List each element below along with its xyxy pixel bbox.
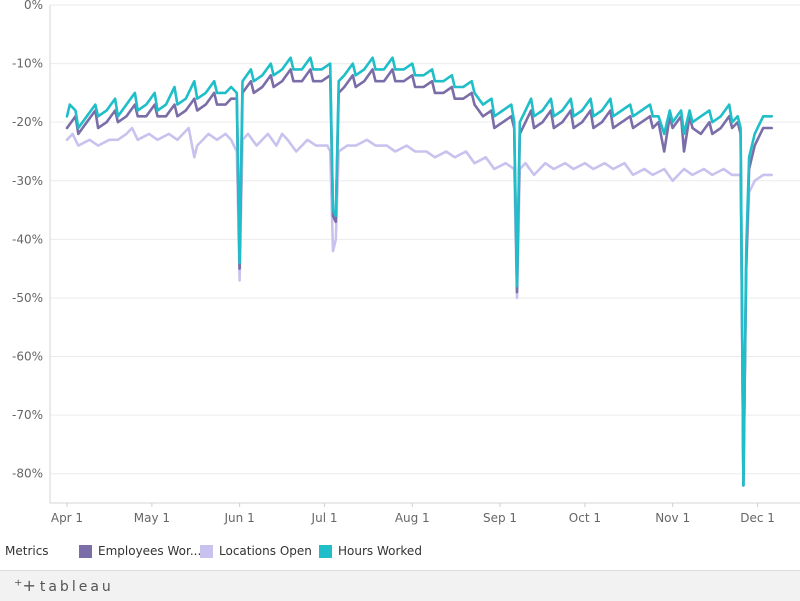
x-tick-label: Oct 1 <box>569 511 601 525</box>
y-tick-label: -10% <box>12 57 43 71</box>
y-tick-label: -80% <box>12 467 43 481</box>
gridlines <box>50 4 800 475</box>
x-tick-label: May 1 <box>134 511 170 525</box>
axes: 0% -10% -20% -30% -40% -50% -60% -70% -80% Apr 1 M… <box>12 0 800 525</box>
y-tick-label: 0% <box>24 0 43 12</box>
x-tick-label: Apr 1 <box>51 511 83 525</box>
chart-svg: 0% -10% -20% -30% -40% -50% -60% -70% -80% Apr 1 M… <box>12 0 800 525</box>
x-tick-label: Jul 1 <box>311 511 338 525</box>
series-lines <box>65 56 773 487</box>
tableau-plus-icon: ⁺+ <box>14 576 36 595</box>
series-line-employees-wor[interactable] <box>65 68 773 487</box>
y-tick-label: -30% <box>12 174 43 188</box>
legend-item-hours-worked[interactable]: Hours Worked <box>319 544 422 558</box>
line-chart: 0% -10% -20% -30% -40% -50% -60% -70% -80% Apr 1 M… <box>12 0 800 525</box>
y-tick-label: -40% <box>12 232 43 246</box>
x-tick-label: Jun 1 <box>224 511 255 525</box>
legend-swatch-hours-worked <box>319 544 332 558</box>
legend-label-employees-worked: Employees Wor... <box>98 544 202 558</box>
tableau-footer: ⁺+ tableau <box>0 570 800 601</box>
tableau-logo-text: tableau <box>39 579 114 595</box>
legend-swatch-locations-open <box>200 544 213 558</box>
legend-label-locations-open: Locations Open <box>219 544 312 558</box>
legend-label-hours-worked: Hours Worked <box>338 544 422 558</box>
y-tick-label: -60% <box>12 350 43 364</box>
legend-swatch-employees-worked <box>79 544 92 558</box>
series-line-hours-worked[interactable] <box>65 56 773 487</box>
legend-item-locations-open[interactable]: Locations Open <box>200 544 312 558</box>
x-tick-label: Sep 1 <box>483 511 517 525</box>
legend-item-employees-worked[interactable]: Employees Wor... <box>79 544 201 558</box>
series-line-locations-open[interactable] <box>65 126 773 481</box>
x-tick-label: Dec 1 <box>740 511 775 525</box>
legend: Metrics Employees Wor... Locations Open … <box>0 540 800 564</box>
y-tick-label: -50% <box>12 291 43 305</box>
legend-title: Metrics <box>5 544 49 558</box>
x-tick-label: Nov 1 <box>655 511 690 525</box>
y-tick-label: -20% <box>12 115 43 129</box>
x-tick-label: Aug 1 <box>395 511 430 525</box>
y-tick-label: -70% <box>12 408 43 422</box>
tableau-logo[interactable]: ⁺+ tableau <box>14 576 114 595</box>
